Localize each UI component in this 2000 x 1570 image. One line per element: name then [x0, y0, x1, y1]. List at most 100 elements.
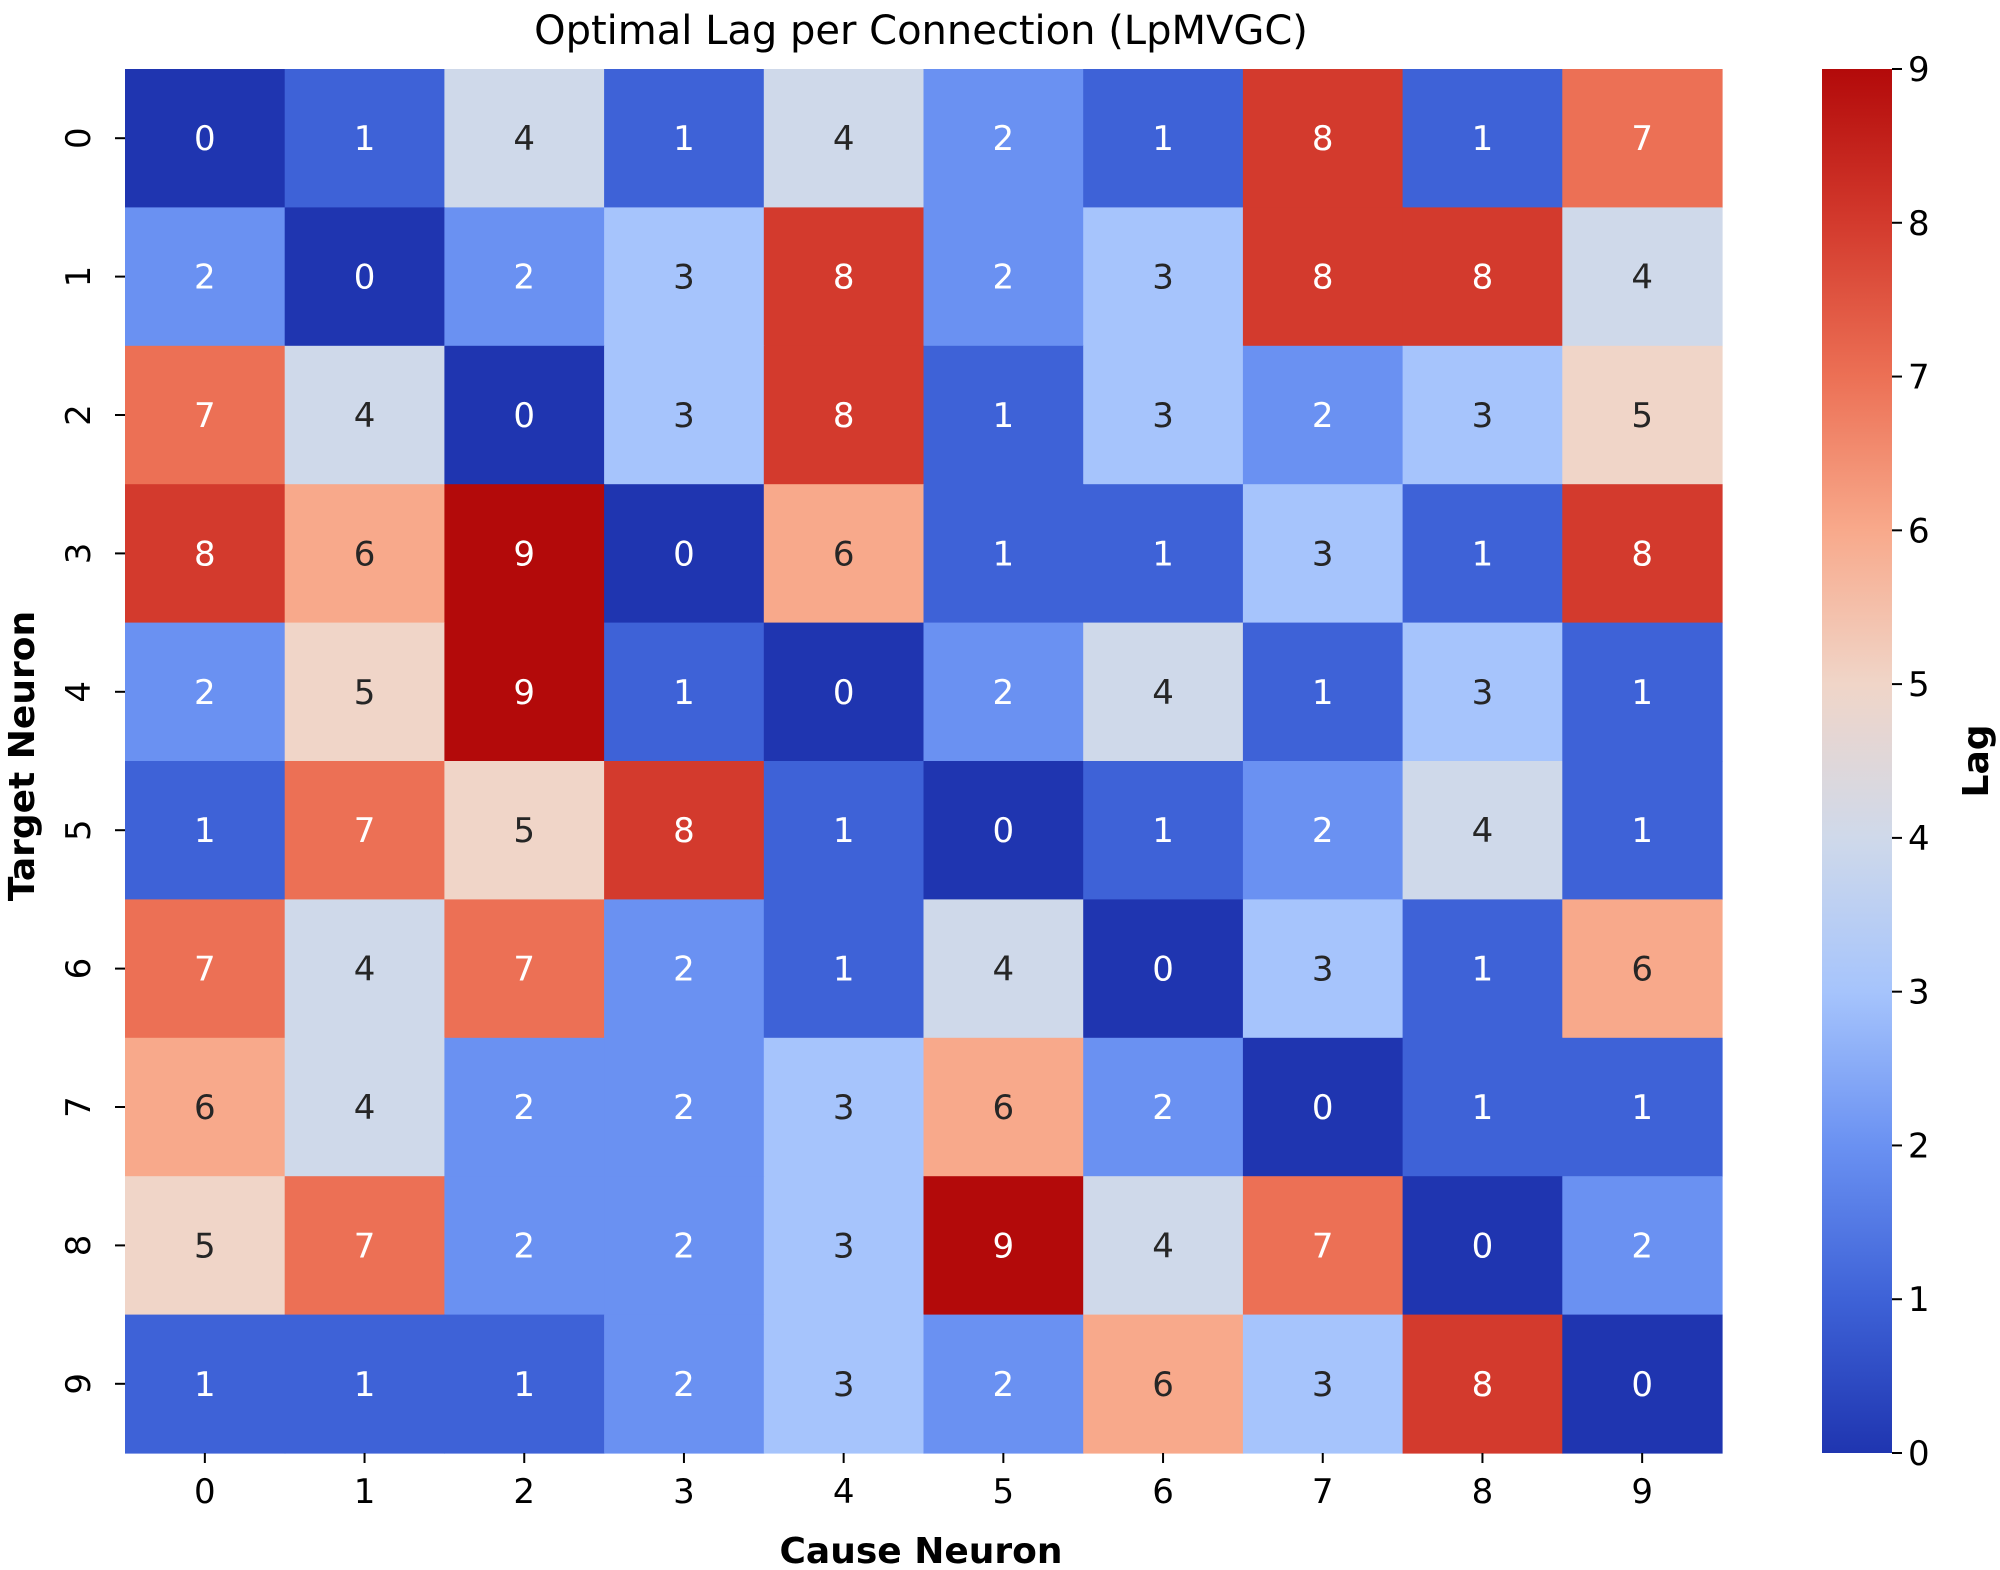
heatmap-cell	[444, 899, 605, 1039]
cell-value-label: 1	[354, 1365, 376, 1405]
cell-value-label: 1	[1152, 534, 1174, 574]
cell-value-label: 2	[993, 258, 1015, 298]
cell-value-label: 1	[833, 811, 855, 851]
cell-value-label: 2	[513, 258, 535, 298]
cell-value-label: 0	[673, 534, 695, 574]
heatmap-cell	[125, 622, 286, 762]
heatmap-cell	[763, 622, 925, 762]
x-tick-label: 5	[993, 1472, 1015, 1512]
cell-value-label: 7	[194, 396, 216, 436]
colorbar-tick-label: 0	[1908, 1434, 1930, 1474]
heatmap-cell	[1242, 1314, 1404, 1454]
heatmap-cell	[1083, 69, 1244, 208]
heatmap-cell	[763, 484, 925, 624]
heatmap-cell	[923, 1314, 1084, 1454]
cell-value-label: 2	[993, 673, 1015, 713]
cell-value-label: 1	[1631, 811, 1653, 851]
cell-value-label: 1	[833, 950, 855, 990]
heatmap-cell	[1083, 1176, 1244, 1316]
y-tick-label: 7	[59, 1096, 99, 1118]
cell-value-label: 6	[1631, 950, 1653, 990]
heatmap-cell	[1242, 622, 1404, 762]
heatmap-cell	[284, 345, 445, 485]
x-tick-label: 8	[1472, 1472, 1494, 1512]
heatmap-cell	[444, 622, 605, 762]
heatmap-cell	[125, 761, 286, 900]
heatmap-cell	[1083, 761, 1244, 900]
cell-value-label: 3	[1312, 534, 1334, 574]
cell-value-label: 7	[194, 950, 216, 990]
cell-value-label: 4	[1152, 673, 1174, 713]
heatmap-cell	[284, 1314, 445, 1454]
heatmap-cell	[1402, 345, 1563, 485]
heatmap-cell	[1402, 1314, 1563, 1454]
colorbar-tick-label: 9	[1908, 50, 1930, 90]
heatmap-cell	[763, 899, 925, 1039]
heatmap-cell	[1083, 622, 1244, 762]
heatmap-cell	[763, 69, 925, 208]
heatmap-cell	[604, 899, 765, 1039]
cell-value-label: 1	[673, 119, 695, 159]
cell-value-label: 4	[354, 396, 376, 436]
y-tick-label: 5	[59, 819, 99, 841]
cell-value-label: 8	[833, 396, 855, 436]
heatmap-cell	[125, 207, 286, 347]
cell-value-label: 6	[1152, 1365, 1174, 1405]
cell-value-label: 1	[354, 119, 376, 159]
cell-value-label: 2	[1312, 396, 1334, 436]
colorbar-tick-label: 8	[1908, 204, 1930, 244]
heatmap-cell	[604, 207, 765, 347]
colorbar	[1822, 69, 1892, 1453]
heatmap-cell	[444, 69, 605, 208]
cell-value-label: 3	[833, 1226, 855, 1266]
cell-value-label: 1	[1152, 811, 1174, 851]
heatmap-cell	[1083, 484, 1244, 624]
cell-value-label: 1	[194, 1365, 216, 1405]
y-tick-label: 8	[59, 1235, 99, 1257]
y-axis-ticks: 0 1 2 3 4 5 6 7 8 9	[59, 127, 125, 1395]
heatmap-cell	[125, 899, 286, 1039]
cell-value-label: 2	[673, 1088, 695, 1128]
cell-value-label: 0	[1472, 1226, 1494, 1266]
cell-value-label: 2	[993, 1365, 1015, 1405]
cell-value-label: 7	[1312, 1226, 1334, 1266]
cell-value-label: 3	[1312, 1365, 1334, 1405]
heatmap-cell	[284, 1176, 445, 1316]
heatmap-cell	[923, 484, 1084, 624]
cell-value-label: 7	[513, 950, 535, 990]
cell-value-label: 5	[1631, 396, 1653, 436]
cell-value-label: 6	[354, 534, 376, 574]
cell-value-label: 0	[993, 811, 1015, 851]
cell-value-label: 0	[1312, 1088, 1334, 1128]
colorbar-tick-label: 2	[1908, 1126, 1930, 1166]
cell-value-label: 2	[993, 119, 1015, 159]
heatmap-cell	[1562, 207, 1723, 347]
cell-value-label: 0	[513, 396, 535, 436]
heatmap-cell	[1402, 899, 1563, 1039]
heatmap-cell	[923, 622, 1084, 762]
heatmap-cell	[1083, 345, 1244, 485]
heatmap-cell	[284, 899, 445, 1039]
heatmap-cell	[1562, 1037, 1723, 1177]
cell-value-label: 0	[833, 673, 855, 713]
heatmap-cell	[604, 345, 765, 485]
cell-value-label: 4	[1472, 811, 1494, 851]
cell-value-label: 9	[993, 1226, 1015, 1266]
cell-value-label: 3	[673, 258, 695, 298]
heatmap-cell	[1562, 1314, 1723, 1454]
heatmap-cell	[444, 1176, 605, 1316]
cell-value-label: 8	[833, 258, 855, 298]
cell-value-label: 4	[833, 119, 855, 159]
heatmap-cell	[604, 69, 765, 208]
cell-value-label: 1	[1472, 950, 1494, 990]
x-tick-label: 0	[194, 1472, 216, 1512]
cell-value-label: 1	[1472, 534, 1494, 574]
cell-value-label: 4	[1631, 258, 1653, 298]
cell-value-label: 1	[1472, 1088, 1494, 1128]
chart-title: Optimal Lag per Connection (LpMVGC)	[534, 8, 1308, 54]
cell-value-label: 2	[513, 1088, 535, 1128]
heatmap-cell	[1562, 345, 1723, 485]
heatmap-cell	[1083, 899, 1244, 1039]
heatmap-cell	[1402, 484, 1563, 624]
heatmap-cell	[923, 207, 1084, 347]
